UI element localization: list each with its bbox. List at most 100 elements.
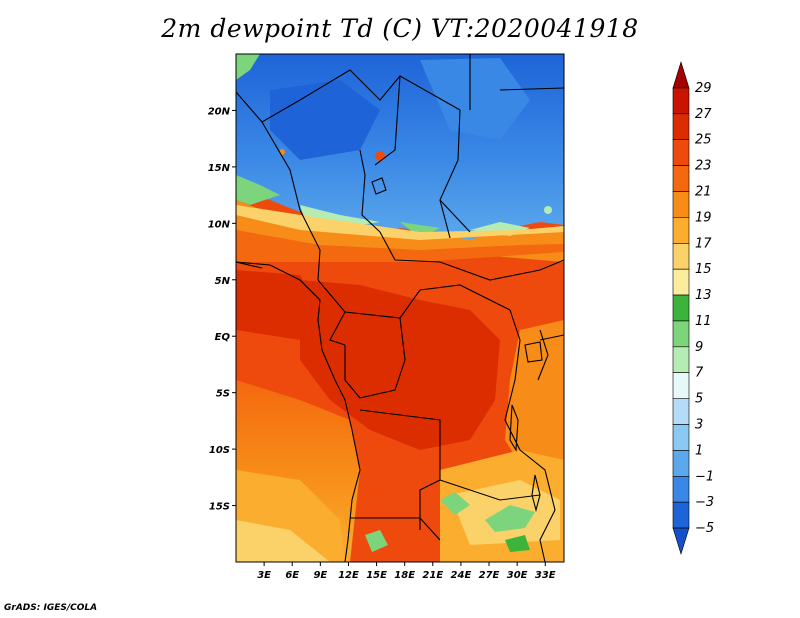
border-line <box>344 284 511 319</box>
colorbar-swatch <box>672 294 690 322</box>
border-line <box>439 479 541 501</box>
colorbar-swatch <box>672 527 690 556</box>
lon-tick-label: 33E <box>535 570 556 581</box>
field-nw-moist <box>236 54 260 80</box>
field-congo-core <box>300 280 500 450</box>
colorbar-swatch <box>672 346 690 374</box>
lat-tick-label: 5N <box>215 276 231 287</box>
lon-tick-label: 9E <box>313 570 327 581</box>
field-east-highlands <box>505 320 564 480</box>
colorbar-label: 7 <box>695 366 704 381</box>
border-line <box>374 75 401 166</box>
colorbar-label: 29 <box>695 81 712 96</box>
lon-tick-label: 21E <box>422 570 443 581</box>
lat-tick-label: 10N <box>208 219 231 230</box>
colorbar-label: 25 <box>695 133 712 148</box>
lon-tick-label: 15E <box>366 570 387 581</box>
grads-credit: GrADS: IGES/COLA <box>4 603 98 613</box>
colorbar-label: 17 <box>695 236 712 251</box>
field-green-patch <box>505 535 530 552</box>
field-front-pale <box>236 205 564 240</box>
lon-tick-label: 3E <box>257 570 271 581</box>
colorbar-swatch <box>672 191 690 218</box>
lat-tick-label: EQ <box>215 332 231 343</box>
colorbar-swatch <box>672 113 690 140</box>
field-spot <box>544 206 552 214</box>
colorbar-swatch <box>672 60 690 89</box>
lon-tick-label: 24E <box>451 570 472 581</box>
map-frame <box>235 53 565 563</box>
lat-tick-label: 15N <box>208 163 231 174</box>
border-line <box>236 261 263 269</box>
colorbar-swatch <box>672 398 690 425</box>
lake-outline <box>371 177 387 195</box>
colorbar-swatch <box>672 476 690 503</box>
border-line <box>379 231 564 281</box>
border-line <box>537 329 549 381</box>
colorbar-label: 11 <box>695 314 712 329</box>
border-line <box>359 317 406 399</box>
field-front-green <box>236 175 280 205</box>
country-borders <box>236 54 564 562</box>
longitude-axis: 3E 6E 9E 12E 15E 18E 21E 24E 27E 30E 33E <box>257 562 556 581</box>
border-line <box>439 109 461 239</box>
colorbar-swatch <box>672 424 690 451</box>
colorbar-label: 21 <box>695 184 712 199</box>
colorbar-swatch <box>672 501 690 529</box>
border-line <box>439 199 471 233</box>
colorbar-label: 19 <box>695 210 712 225</box>
colorbar-label: 27 <box>695 107 712 122</box>
colorbar-label: −5 <box>695 521 714 536</box>
colorbar-swatch <box>672 165 690 192</box>
border-line <box>317 279 346 346</box>
border-line <box>519 449 556 562</box>
colorbar-label: −1 <box>695 469 714 484</box>
lon-tick-label: 12E <box>338 570 359 581</box>
border-line <box>539 334 564 341</box>
border-line <box>236 91 301 211</box>
colorbar-label: 5 <box>695 392 703 407</box>
map-title: 2m dewpoint Td (C) VT:2020041918 <box>161 14 639 43</box>
field-green-patch <box>485 505 535 532</box>
colorbar-label: 9 <box>695 340 703 355</box>
lat-tick-label: 20N <box>208 106 231 117</box>
border-line <box>499 87 564 91</box>
border-line <box>344 345 361 399</box>
field-south-ocean-edge <box>236 520 330 562</box>
dewpoint-field <box>236 54 564 562</box>
colorbar-swatch <box>672 217 690 244</box>
colorbar-swatch <box>672 372 690 399</box>
colorbar-swatch <box>672 268 690 296</box>
colorbar-label: 23 <box>695 159 712 174</box>
lon-tick-label: 30E <box>507 570 528 581</box>
field-front-green <box>400 222 440 238</box>
colorbar: 29 27 25 23 21 19 17 15 13 11 9 7 5 3 1 −1 −3 −5 <box>672 60 714 556</box>
border-line <box>359 149 381 233</box>
border-line <box>299 209 321 281</box>
colorbar-label: 13 <box>695 288 712 303</box>
coastline <box>236 261 361 562</box>
colorbar-swatch <box>672 87 690 115</box>
border-line <box>261 69 461 123</box>
lon-tick-label: 18E <box>394 570 415 581</box>
latitude-axis: 20N 15N 10N 5N EQ 5S 10S 15S <box>208 106 236 513</box>
field-green-patch <box>440 492 470 515</box>
border-line <box>350 517 441 541</box>
field-sahel-inner <box>236 230 564 262</box>
colorbar-label: 3 <box>695 418 703 433</box>
lon-tick-label: 27E <box>479 570 500 581</box>
lake-outline <box>524 341 543 363</box>
field-sahara-dry-core <box>270 80 380 160</box>
lat-tick-label: 5S <box>216 389 230 400</box>
colorbar-swatch <box>672 450 690 477</box>
lat-tick-label: 15S <box>209 502 230 513</box>
lon-tick-label: 6E <box>285 570 299 581</box>
lat-tick-label: 10S <box>209 445 230 456</box>
field-spot <box>375 151 385 161</box>
colorbar-swatch <box>672 139 690 166</box>
colorbar-label: −3 <box>695 495 714 510</box>
colorbar-swatch <box>672 320 690 348</box>
field-green-patch <box>365 530 388 552</box>
field-sahara-dry-core <box>420 58 530 140</box>
